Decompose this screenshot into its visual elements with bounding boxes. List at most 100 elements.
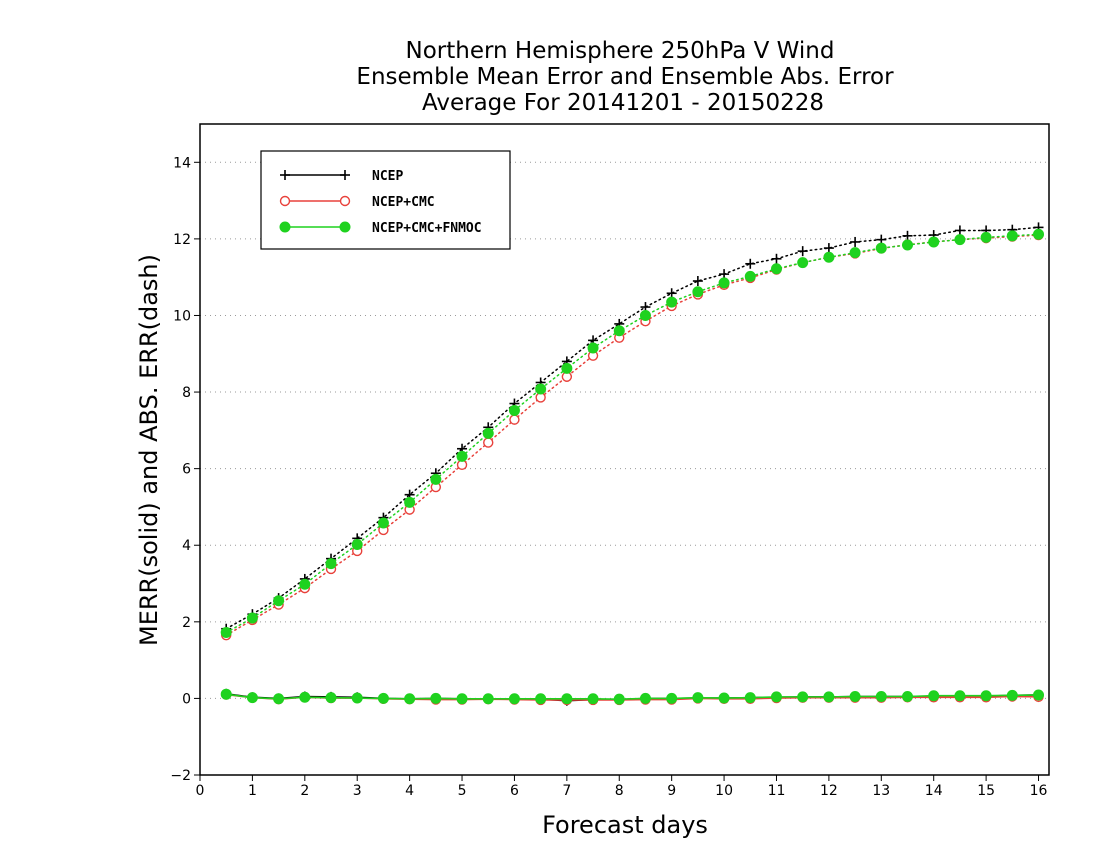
series-0-abs-point-20 — [745, 258, 756, 269]
x-tick-label-2: 2 — [300, 783, 309, 799]
series-2-mean-point-24 — [849, 690, 861, 702]
series-2-abs-point-24 — [849, 247, 861, 259]
title-line-1: Northern Hemisphere 250hPa V Wind — [406, 38, 835, 64]
legend-marker-start-1 — [279, 195, 291, 207]
series-2-mean-point-25 — [875, 690, 887, 702]
series-2-abs-point-2 — [273, 595, 285, 607]
x-tick-label-7: 7 — [562, 783, 571, 799]
legend-box — [260, 150, 511, 250]
series-2-mean-point-26 — [902, 690, 913, 702]
series-2-abs-point-29 — [980, 231, 992, 243]
legend-marker-start-2 — [279, 221, 291, 233]
y-axis-label: MERR(solid) and ABS. ERR(dash) — [135, 254, 163, 646]
series-2 — [220, 228, 1045, 705]
series-0-abs-point-23 — [823, 243, 834, 254]
series-2-mean-point-3 — [299, 691, 311, 703]
plot-area — [220, 222, 1045, 706]
plot-frame — [199, 123, 1050, 776]
series-2-mean-point-2 — [273, 693, 285, 705]
legend-marker-start-0 — [280, 170, 290, 180]
title-line-3: Average For 20141201 - 20150228 — [422, 90, 824, 116]
series-2-mean-point-30 — [1006, 689, 1018, 701]
series-2-abs-point-0 — [220, 627, 232, 639]
series-2-mean-point-23 — [823, 691, 835, 703]
series-1-abs-error-line — [225, 234, 1040, 636]
series-2-abs-point-30 — [1006, 230, 1018, 242]
series-0-abs-point-21 — [771, 253, 782, 264]
series-2-mean-point-6 — [377, 692, 389, 704]
y-tick-label-4: 6 — [182, 462, 191, 478]
series-2-mean-point-16 — [639, 692, 651, 704]
y-tick-label-7: 12 — [173, 232, 191, 248]
x-tick-label-8: 8 — [615, 783, 624, 799]
series-2-mean-point-9 — [456, 693, 468, 705]
y-tick-label-2: 2 — [182, 615, 191, 631]
series-2-abs-point-20 — [744, 270, 756, 282]
x-tick-label-14: 14 — [925, 783, 943, 799]
series-2-mean-point-8 — [430, 692, 442, 704]
series-2-abs-point-26 — [902, 239, 913, 251]
series-0-abs-point-22 — [797, 246, 808, 257]
x-tick-label-0: 0 — [196, 783, 205, 799]
x-axis-label: Forecast days — [542, 811, 708, 839]
series-2-abs-point-14 — [587, 342, 599, 354]
series-2-abs-point-23 — [823, 251, 835, 263]
series-1 — [221, 229, 1044, 706]
series-2-abs-point-28 — [954, 234, 966, 246]
series-0-abs-error-line — [225, 226, 1040, 630]
series-2-mean-point-7 — [404, 693, 416, 705]
y-tick-label-1: 0 — [182, 691, 191, 707]
series-2-mean-point-19 — [718, 692, 730, 704]
series-2-mean-point-20 — [744, 692, 756, 704]
x-tick-label-15: 15 — [977, 783, 995, 799]
series-2-abs-point-11 — [508, 404, 520, 416]
y-tick-label-0: −2 — [170, 768, 191, 784]
series-2-mean-point-12 — [535, 693, 547, 705]
series-1-abs-point-11 — [509, 414, 520, 425]
series-2-abs-point-4 — [325, 558, 337, 570]
series-2-mean-point-21 — [770, 691, 782, 703]
x-tick-label-16: 16 — [1030, 783, 1048, 799]
legend-marker-end-2 — [339, 221, 351, 233]
series-2-mean-point-4 — [325, 692, 337, 704]
x-tick-label-3: 3 — [353, 783, 362, 799]
series-2-mean-point-29 — [980, 690, 992, 702]
series-2-mean-point-14 — [587, 693, 599, 705]
series-2-mean-point-11 — [508, 693, 520, 705]
chart-title: Northern Hemisphere 250hPa V Wind Ensemb… — [356, 38, 894, 116]
y-tick-label-8: 14 — [173, 155, 191, 171]
x-tick-label-11: 11 — [768, 783, 786, 799]
series-2-mean-point-22 — [797, 691, 809, 703]
series-2-mean-point-15 — [613, 693, 625, 705]
series-2-abs-point-21 — [770, 263, 782, 275]
series-2-abs-point-15 — [613, 325, 625, 337]
series-2-abs-point-27 — [928, 236, 940, 248]
series-2-mean-point-18 — [692, 692, 704, 704]
series-2-abs-point-3 — [299, 578, 311, 590]
series-2-abs-point-6 — [377, 517, 389, 529]
series-2-abs-point-8 — [430, 473, 442, 485]
series-2-mean-point-1 — [246, 692, 258, 704]
series-0 — [221, 222, 1044, 706]
legend: NCEP NCEP+CMC NCEP+CMC+FNMOC — [260, 150, 511, 250]
series-2-abs-point-10 — [482, 427, 494, 439]
x-tick-label-9: 9 — [667, 783, 676, 799]
series-2-abs-point-13 — [561, 362, 573, 374]
legend-label-1: NCEP+CMC — [372, 195, 435, 210]
legend-marker-end-1 — [339, 195, 351, 207]
x-tick-label-13: 13 — [872, 783, 890, 799]
series-2-mean-point-31 — [1033, 689, 1045, 701]
title-line-2: Ensemble Mean Error and Ensemble Abs. Er… — [356, 64, 894, 90]
series-0-abs-point-26 — [902, 230, 913, 241]
series-2-mean-point-27 — [928, 690, 940, 702]
x-tick-label-1: 1 — [248, 783, 257, 799]
series-0-abs-point-18 — [692, 276, 703, 287]
series-2-abs-point-18 — [692, 286, 704, 298]
series-2-abs-point-7 — [404, 496, 416, 508]
y-tick-label-3: 4 — [182, 538, 191, 554]
x-tick-label-12: 12 — [820, 783, 838, 799]
x-tick-label-6: 6 — [510, 783, 519, 799]
y-tick-label-6: 10 — [173, 308, 191, 324]
